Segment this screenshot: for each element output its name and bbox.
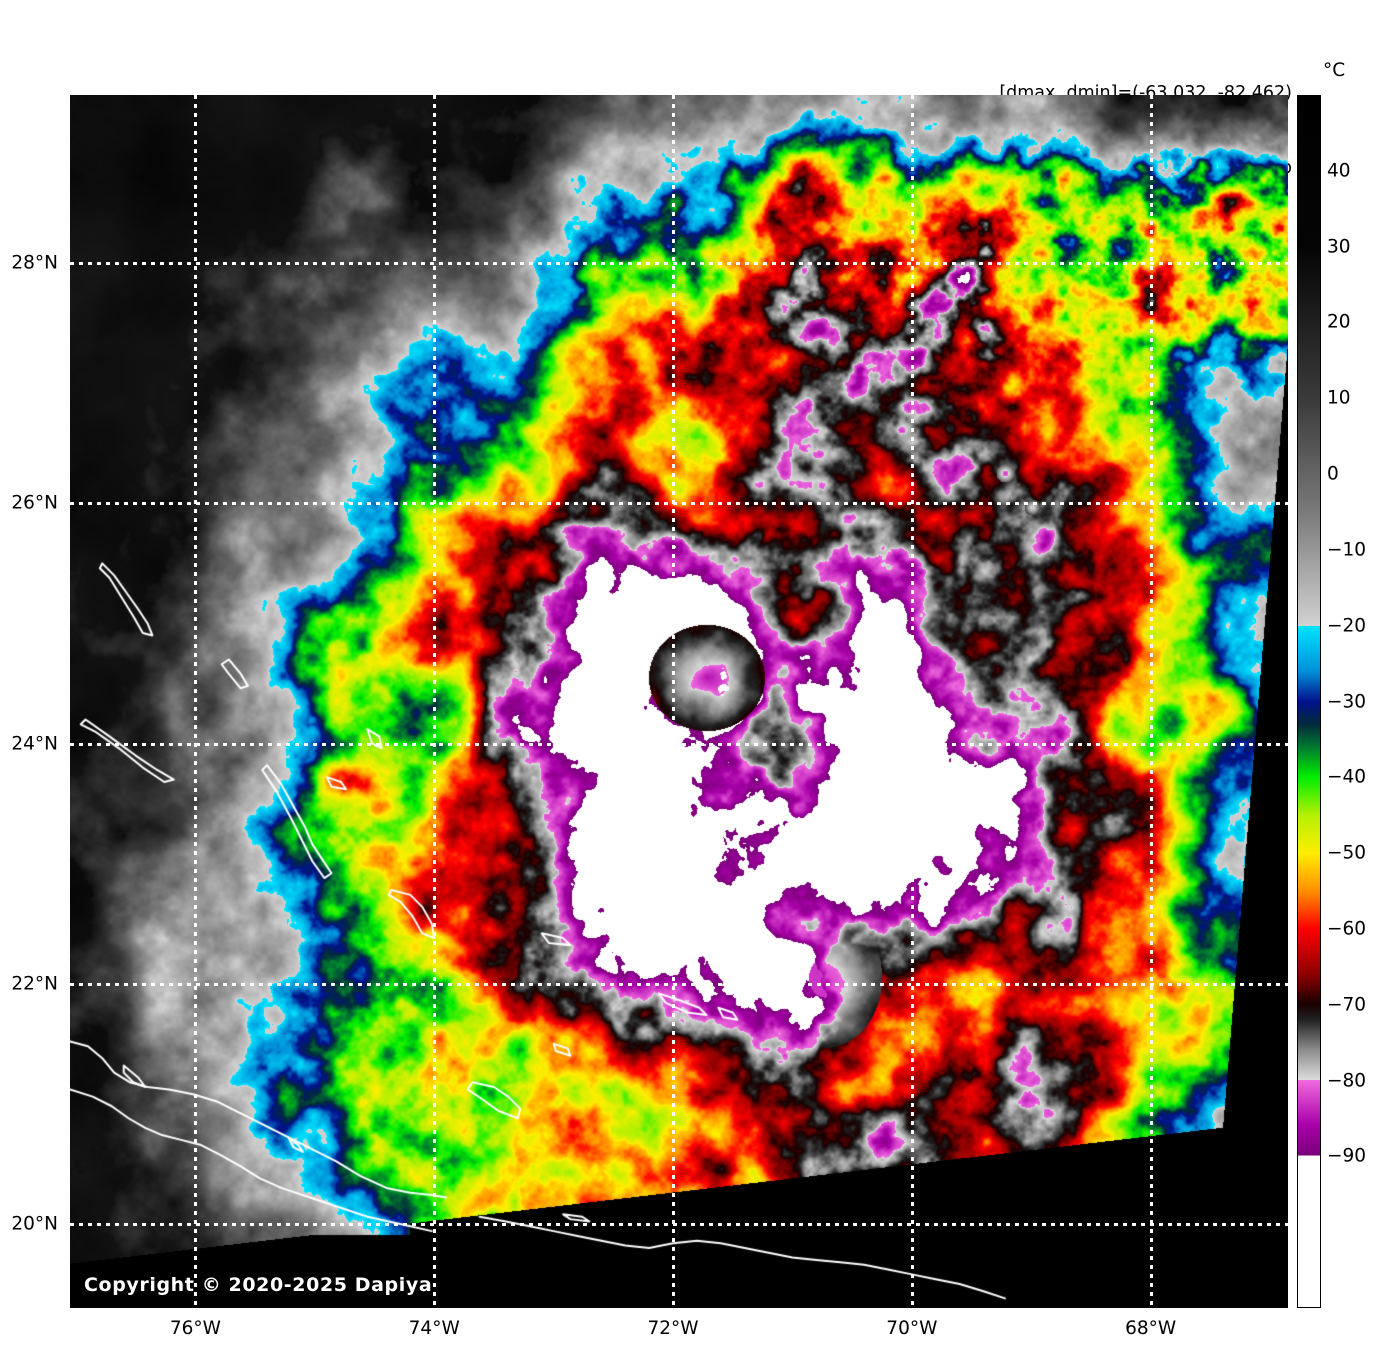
lon-tick-label: 72°W	[647, 1318, 699, 1339]
colorbar-tick: −80	[1327, 1070, 1367, 1092]
colorbar-tick: 40	[1327, 160, 1351, 182]
lat-tick-label: 20°N	[11, 1213, 58, 1235]
colorbar-tick: −20	[1327, 615, 1367, 637]
colorbar-tick: −90	[1327, 1145, 1367, 1167]
colorbar-tick: −60	[1327, 918, 1367, 940]
lat-tick-label: 24°N	[11, 733, 58, 755]
colorbar-tick: 10	[1327, 387, 1351, 409]
colorbar-tick: −50	[1327, 842, 1367, 864]
lon-tick-label: 76°W	[169, 1318, 221, 1339]
temperature-colorbar	[1297, 95, 1321, 1308]
colorbar-gradient	[1298, 96, 1320, 1307]
infrared-satellite-image	[70, 95, 1288, 1308]
colorbar-unit-label: °C	[1323, 60, 1346, 81]
colorbar-tick: −30	[1327, 691, 1367, 712]
colorbar-tick: 30	[1327, 236, 1351, 258]
lat-tick-label: 22°N	[11, 973, 58, 995]
colorbar-tick: 20	[1327, 311, 1351, 333]
lon-tick-label: 70°W	[886, 1318, 938, 1339]
copyright-notice: Copyright © 2020-2025 Dapiya	[84, 1274, 433, 1296]
lat-tick-label: 26°N	[11, 492, 58, 514]
satellite-plot-area: Copyright © 2020-2025 Dapiya	[70, 95, 1288, 1308]
lon-tick-label: 68°W	[1125, 1318, 1177, 1339]
colorbar-tick: −40	[1327, 766, 1367, 788]
colorbar-tick: −70	[1327, 994, 1367, 1016]
colorbar-tick: 0	[1327, 463, 1339, 485]
colorbar-tick: −10	[1327, 539, 1367, 561]
lat-tick-label: 28°N	[11, 252, 58, 274]
lon-tick-label: 74°W	[408, 1318, 460, 1339]
